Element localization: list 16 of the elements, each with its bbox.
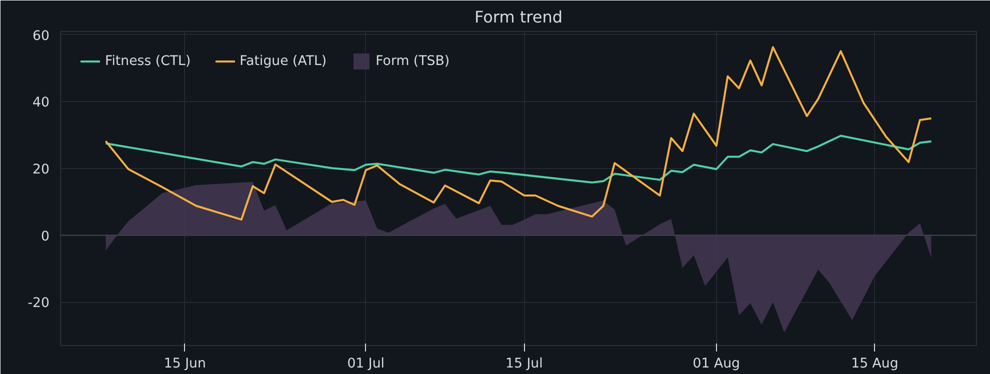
x-tick-label: 15 Jun	[164, 356, 206, 372]
legend-label: Form (TSB)	[376, 54, 450, 68]
line-series	[104, 46, 932, 221]
x-tick-label: 15 Aug	[851, 356, 898, 372]
y-tick-label: 20	[32, 162, 50, 178]
y-tick-label: 40	[32, 96, 50, 111]
legend-label: Fitness (CTL)	[105, 54, 191, 68]
chart-title: Form trend	[474, 8, 563, 26]
y-tick-label: 0	[41, 229, 50, 244]
x-tick-label: 01 Jul	[347, 356, 384, 372]
x-tick-label: 15 Jul	[506, 356, 543, 372]
line-series	[104, 134, 932, 184]
x-tick-label: 01 Aug	[692, 356, 740, 372]
legend-label: Fatigue (ATL)	[240, 54, 327, 68]
y-tick-label: -20	[28, 296, 50, 312]
y-tick-label: 60	[32, 28, 50, 44]
